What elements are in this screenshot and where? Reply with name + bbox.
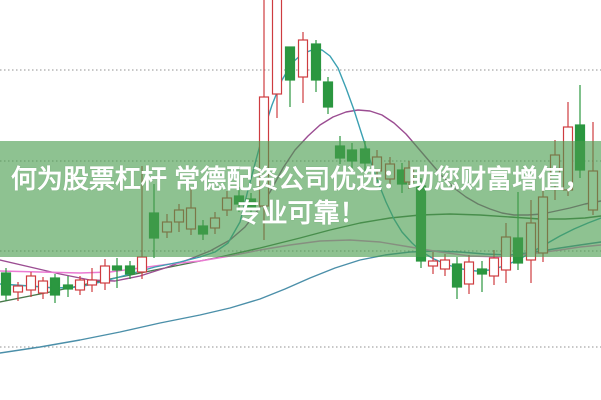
candle xyxy=(86,268,98,292)
candle xyxy=(310,40,322,92)
candle xyxy=(297,32,309,103)
promo-line-1: 何为股票杠杆 常德配资公司优选：助您财富增值， xyxy=(10,164,591,194)
promo-banner: 何为股票杠杆 常德配资公司优选：助您财富增值， 专业可靠！ xyxy=(0,141,601,257)
candle xyxy=(37,277,49,299)
candle xyxy=(99,259,111,290)
candle xyxy=(124,261,136,279)
candle xyxy=(451,257,463,299)
candle xyxy=(12,282,24,301)
candle xyxy=(25,272,37,297)
candle xyxy=(49,274,61,303)
candle xyxy=(284,46,296,107)
candle xyxy=(463,255,475,294)
candle xyxy=(0,268,12,301)
candle xyxy=(322,77,334,114)
candle xyxy=(439,254,451,276)
promo-line-2: 专业可靠！ xyxy=(235,198,366,228)
candle xyxy=(476,261,488,292)
candle xyxy=(74,276,86,295)
candle xyxy=(271,0,283,118)
candle xyxy=(62,276,74,297)
candle xyxy=(111,258,123,288)
